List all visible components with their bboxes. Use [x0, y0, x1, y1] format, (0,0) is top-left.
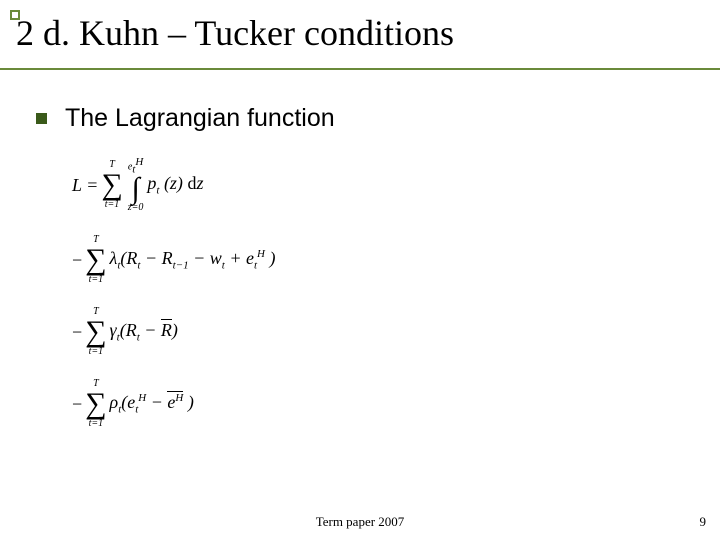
eq1-body: pt (z) dz	[147, 174, 203, 197]
title-accent-square	[10, 10, 20, 20]
bullet-text: The Lagrangian function	[65, 104, 335, 133]
slide-body: The Lagrangian function L = T ∑ t=1 etH …	[0, 70, 720, 429]
eq2-mult: λt	[110, 249, 121, 272]
equation-line-4: − T ∑ t=1 ρt (etH − eH )	[72, 379, 684, 429]
eq4-body: (etH − eH )	[121, 393, 194, 416]
minus-sign: −	[72, 251, 82, 269]
equation-line-3: − T ∑ t=1 γt (Rt − R)	[72, 307, 684, 357]
square-bullet-icon	[36, 113, 47, 124]
eq2-body: (Rt − Rt−1 − wt + etH )	[120, 249, 275, 272]
equation-block: L = T ∑ t=1 etH ∫ z=0 pt (z) dz − T ∑ t=…	[72, 157, 684, 429]
integral-symbol: etH ∫ z=0	[128, 157, 144, 213]
r-bar: R	[161, 321, 172, 339]
minus-sign: −	[72, 323, 82, 341]
integral-icon: ∫	[131, 175, 139, 203]
sigma-icon: ∑	[85, 317, 106, 347]
eq-lhs: L =	[72, 176, 98, 194]
sum-lower: t=1	[89, 419, 104, 429]
sum-symbol: T ∑ t=1	[101, 160, 122, 210]
sigma-icon: ∑	[85, 389, 106, 419]
sigma-icon: ∑	[101, 170, 122, 200]
sum-lower: t=1	[105, 200, 120, 210]
eH-bar: eH	[167, 393, 183, 411]
sum-symbol: T ∑ t=1	[85, 235, 106, 285]
eq3-body: (Rt − R)	[120, 321, 178, 344]
title-bar: 2 d. Kuhn – Tucker conditions	[0, 0, 720, 70]
bullet-item: The Lagrangian function	[36, 104, 684, 133]
sum-lower: t=1	[89, 347, 104, 357]
slide-title: 2 d. Kuhn – Tucker conditions	[16, 12, 710, 54]
sum-symbol: T ∑ t=1	[85, 307, 106, 357]
sum-symbol: T ∑ t=1	[85, 379, 106, 429]
equation-line-1: L = T ∑ t=1 etH ∫ z=0 pt (z) dz	[72, 157, 684, 213]
footer-text: Term paper 2007	[0, 514, 720, 530]
sum-lower: t=1	[89, 275, 104, 285]
sigma-icon: ∑	[85, 245, 106, 275]
eq3-mult: γt	[110, 321, 120, 344]
minus-sign: −	[72, 395, 82, 413]
equation-line-2: − T ∑ t=1 λt (Rt − Rt−1 − wt + etH )	[72, 235, 684, 285]
page-number: 9	[700, 514, 707, 530]
int-lower: z=0	[128, 203, 144, 213]
eq4-mult: ρt	[110, 393, 122, 416]
